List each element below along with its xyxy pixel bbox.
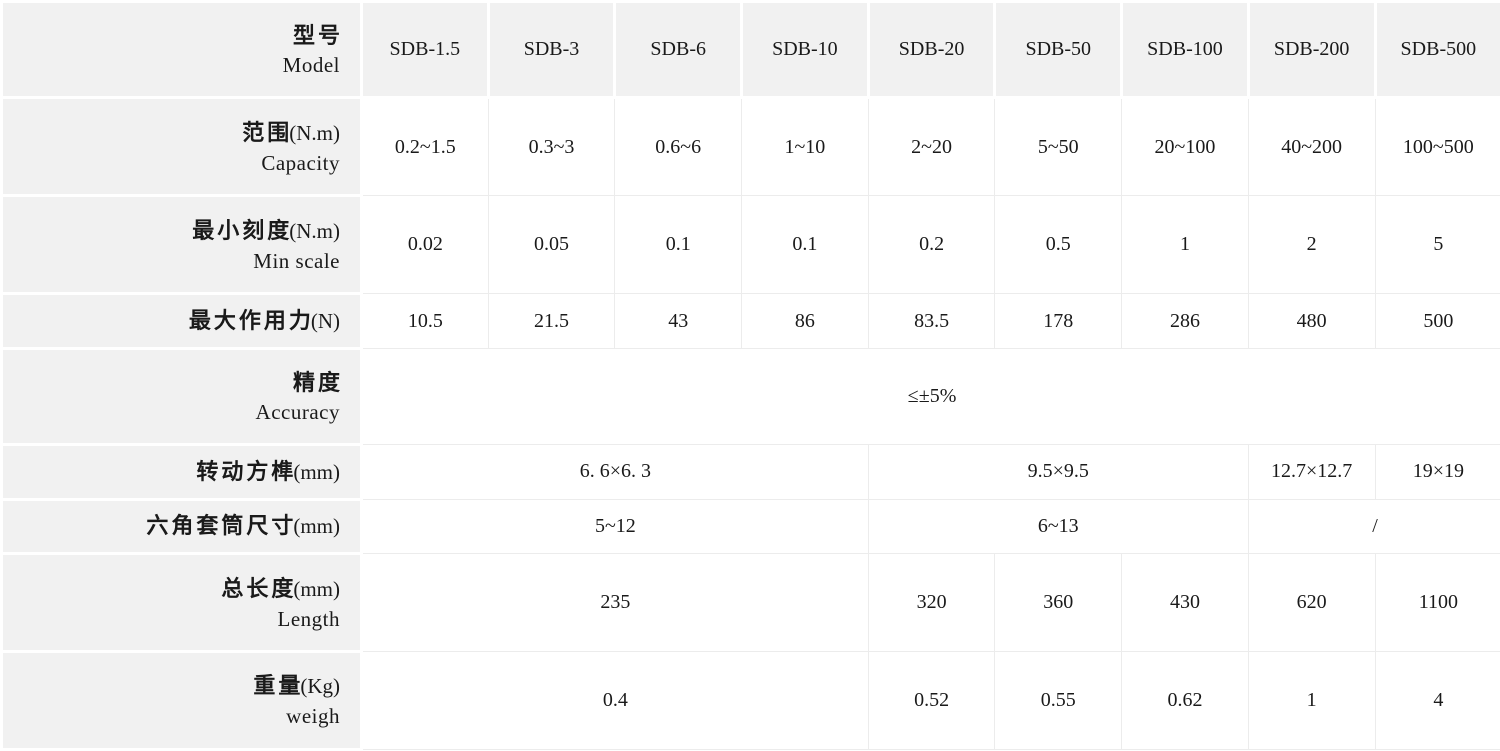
cell-value: 1 bbox=[1121, 195, 1249, 295]
model-header-cell: SDB-100 bbox=[1120, 0, 1250, 100]
cell-value: 178 bbox=[994, 293, 1123, 349]
cell-value: 2~20 bbox=[867, 97, 996, 197]
cell-value: 4 bbox=[1374, 650, 1500, 751]
row-label-en: Capacity bbox=[261, 150, 340, 175]
row-label-length: 总长度(mm) Length bbox=[0, 552, 363, 653]
row-label-zh: 六角套筒尺寸(mm) bbox=[146, 513, 340, 539]
cell-value-merged: 6. 6×6. 3 bbox=[361, 444, 869, 500]
cell-value: 10.5 bbox=[361, 293, 489, 349]
table-row-weight: 重量(Kg) weigh 0.4 0.52 0.55 0.62 1 4 bbox=[0, 649, 1500, 751]
cell-value: 0.6~6 bbox=[614, 97, 743, 197]
cell-value: 5~50 bbox=[994, 97, 1123, 197]
model-header-cell: SDB-20 bbox=[866, 0, 997, 100]
cell-value: 83.5 bbox=[867, 293, 996, 349]
cell-value-merged: 6~13 bbox=[867, 498, 1249, 555]
cell-value: 86 bbox=[741, 293, 869, 349]
row-label-zh: 转动方榫(mm) bbox=[196, 458, 340, 484]
cell-value: 43 bbox=[614, 293, 743, 349]
cell-value-merged: 5~12 bbox=[361, 498, 869, 555]
cell-value: 20~100 bbox=[1121, 97, 1249, 197]
cell-value-merged: 0.4 bbox=[361, 650, 869, 751]
row-label-zh: 范围(N.m) bbox=[242, 119, 340, 145]
row-label-en: Min scale bbox=[253, 248, 340, 273]
row-label-en: weigh bbox=[286, 704, 340, 729]
model-header-cell: SDB-50 bbox=[993, 0, 1124, 100]
cell-value: 1~10 bbox=[741, 97, 869, 197]
row-label-square-drive: 转动方榫(mm) bbox=[0, 443, 363, 501]
cell-value-merged: ≤±5% bbox=[360, 347, 1500, 446]
row-label-zh: 最小刻度(N.m) bbox=[192, 217, 340, 243]
model-header-cell: SDB-1.5 bbox=[360, 0, 490, 100]
row-label-zh: 型号 bbox=[292, 23, 343, 49]
cell-value: 0.2~1.5 bbox=[361, 97, 489, 197]
cell-value: 0.55 bbox=[994, 650, 1123, 751]
model-header-cell: SDB-10 bbox=[740, 0, 870, 100]
cell-value: 12.7×12.7 bbox=[1247, 444, 1376, 500]
cell-value: 0.52 bbox=[867, 650, 996, 751]
row-label-model: 型号 Model bbox=[0, 0, 363, 100]
row-label-accuracy: 精度 Accuracy bbox=[0, 346, 363, 447]
cell-value: 100~500 bbox=[1374, 97, 1500, 197]
cell-value: 0.2 bbox=[867, 195, 996, 295]
cell-value: 40~200 bbox=[1247, 97, 1376, 197]
model-header-cell: SDB-200 bbox=[1246, 0, 1377, 100]
cell-value: 500 bbox=[1374, 293, 1500, 349]
cell-value: 0.02 bbox=[361, 195, 489, 295]
cell-value: 1100 bbox=[1374, 553, 1500, 652]
row-label-zh: 最大作用力(N) bbox=[188, 308, 340, 334]
table-row-accuracy: 精度 Accuracy ≤±5% bbox=[0, 346, 1500, 447]
cell-value: 0.05 bbox=[487, 195, 616, 295]
cell-value: 0.3~3 bbox=[487, 97, 616, 197]
table-row-model: 型号 Model SDB-1.5 SDB-3 SDB-6 SDB-10 SDB-… bbox=[0, 0, 1500, 100]
row-label-weight: 重量(Kg) weigh bbox=[0, 649, 363, 751]
cell-value-merged: / bbox=[1247, 498, 1500, 555]
row-label-en: Accuracy bbox=[255, 399, 340, 424]
cell-value: 480 bbox=[1247, 293, 1376, 349]
cell-value: 19×19 bbox=[1374, 444, 1500, 500]
table-row-square-drive: 转动方榫(mm) 6. 6×6. 3 9.5×9.5 12.7×12.7 19×… bbox=[0, 443, 1500, 501]
table-row-min-scale: 最小刻度(N.m) Min scale 0.02 0.05 0.1 0.1 0.… bbox=[0, 194, 1500, 296]
cell-value-merged: 235 bbox=[361, 553, 869, 652]
cell-value: 320 bbox=[867, 553, 996, 652]
row-label-hex-socket: 六角套筒尺寸(mm) bbox=[0, 497, 363, 556]
cell-value: 620 bbox=[1247, 553, 1376, 652]
table-row-capacity: 范围(N.m) Capacity 0.2~1.5 0.3~3 0.6~6 1~1… bbox=[0, 96, 1500, 198]
cell-value-merged: 9.5×9.5 bbox=[867, 444, 1249, 500]
table-row-hex-socket: 六角套筒尺寸(mm) 5~12 6~13 / bbox=[0, 497, 1500, 556]
row-label-en: Model bbox=[282, 53, 340, 78]
row-label-max-force: 最大作用力(N) bbox=[0, 292, 363, 350]
cell-value: 360 bbox=[994, 553, 1123, 652]
row-label-zh: 总长度(mm) bbox=[221, 575, 340, 601]
cell-value: 1 bbox=[1247, 650, 1376, 751]
cell-value: 0.5 bbox=[994, 195, 1123, 295]
table-row-length: 总长度(mm) Length 235 320 360 430 620 1100 bbox=[0, 552, 1500, 653]
cell-value: 0.1 bbox=[741, 195, 869, 295]
cell-value: 5 bbox=[1374, 195, 1500, 295]
cell-value: 0.62 bbox=[1121, 650, 1249, 751]
cell-value: 430 bbox=[1121, 553, 1249, 652]
model-header-cell: SDB-500 bbox=[1373, 0, 1500, 100]
cell-value: 2 bbox=[1247, 195, 1376, 295]
row-label-en: Length bbox=[277, 606, 340, 631]
cell-value: 286 bbox=[1121, 293, 1249, 349]
row-label-capacity: 范围(N.m) Capacity bbox=[0, 96, 363, 198]
table-row-max-force: 最大作用力(N) 10.5 21.5 43 86 83.5 178 286 48… bbox=[0, 292, 1500, 350]
model-header-cell: SDB-6 bbox=[613, 0, 744, 100]
row-label-zh: 精度 bbox=[292, 369, 343, 395]
cell-value: 0.1 bbox=[614, 195, 743, 295]
row-label-zh: 重量(Kg) bbox=[253, 673, 340, 699]
row-label-min-scale: 最小刻度(N.m) Min scale bbox=[0, 194, 363, 296]
cell-value: 21.5 bbox=[487, 293, 616, 349]
model-header-cell: SDB-3 bbox=[486, 0, 617, 100]
